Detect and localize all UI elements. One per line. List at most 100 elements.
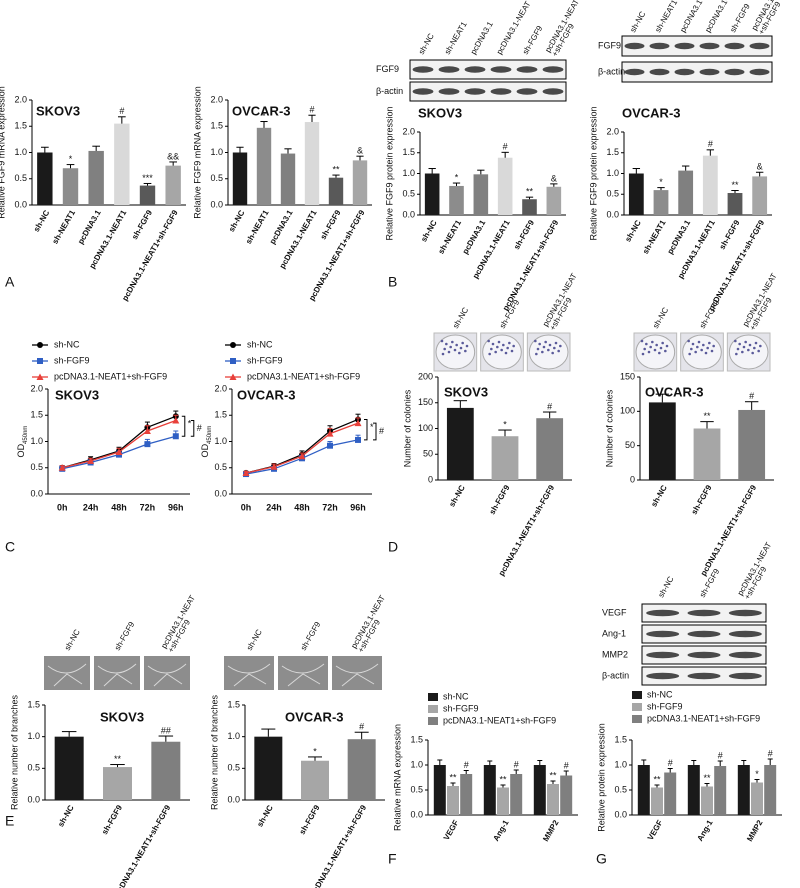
legend-swatch	[428, 717, 438, 725]
significance: **	[703, 773, 711, 783]
y-tick-label: 2.0	[606, 126, 619, 136]
panel-label: E	[5, 813, 14, 829]
y-tick-label: 2.0	[402, 126, 415, 136]
y-tick-label: 0.0	[402, 209, 415, 219]
y-tick-label: 1.5	[227, 699, 240, 709]
blot-band	[728, 672, 762, 680]
significance: *	[503, 419, 507, 429]
colony	[759, 344, 762, 348]
bar	[651, 787, 663, 815]
bar	[687, 765, 700, 815]
significance: **	[549, 770, 557, 780]
y-tick-label: 2.0	[210, 94, 223, 104]
y-tick-label: 1.0	[30, 436, 43, 446]
y-tick-label: 100	[620, 406, 635, 416]
colony	[548, 343, 552, 347]
significance: *	[313, 746, 317, 756]
chart-title: OVCAR-3	[237, 387, 296, 402]
blot-band	[646, 651, 680, 659]
colony	[647, 350, 651, 354]
y-tick-label: 1.5	[614, 734, 627, 744]
significance: ***	[142, 173, 153, 183]
y-tick-label: 0.0	[30, 488, 43, 498]
bar	[678, 170, 694, 215]
blot-band	[542, 66, 564, 73]
legend-label: pcDNA3.1-NEAT1+sh-FGF9	[443, 715, 556, 725]
colony	[557, 349, 560, 353]
blot-band	[412, 66, 434, 73]
bar	[546, 186, 562, 215]
significance: #	[749, 391, 754, 401]
y-tick-label: 0.0	[614, 809, 627, 819]
bar	[714, 766, 727, 815]
significance: #	[503, 142, 508, 152]
bar	[449, 185, 464, 215]
chart-title: OVCAR-3	[285, 709, 344, 724]
bar	[637, 765, 650, 815]
legend-label: sh-NC	[54, 339, 80, 349]
annotation: *	[188, 419, 192, 429]
colony	[453, 348, 457, 352]
panel-label: D	[388, 539, 398, 555]
bar	[727, 193, 743, 215]
colony	[553, 346, 556, 350]
y-tick-label: 150	[620, 371, 635, 381]
legend-label: sh-FGF9	[647, 701, 683, 711]
panel-label: G	[596, 851, 607, 867]
colony	[664, 349, 667, 353]
y-tick-label: 1.0	[402, 168, 415, 178]
colony	[512, 344, 515, 348]
y-tick-label: 0.5	[14, 173, 27, 183]
colony	[559, 344, 562, 348]
y-tick-label: 0.0	[27, 794, 40, 804]
colony	[490, 347, 493, 351]
blot-row-label: MMP2	[602, 649, 628, 659]
colony	[551, 351, 554, 355]
x-tick-label: 48h	[294, 502, 310, 512]
panel-label: F	[388, 851, 397, 867]
bar	[664, 772, 677, 815]
marker	[37, 342, 43, 348]
colony	[542, 345, 546, 349]
colony	[506, 346, 509, 350]
blot-band	[438, 66, 460, 73]
significance: #	[514, 759, 519, 769]
significance: #	[668, 758, 673, 768]
blot-band	[624, 42, 645, 50]
panel-label: B	[388, 274, 397, 290]
y-tick-label: 1.0	[410, 759, 423, 769]
colony	[708, 341, 711, 345]
colony	[661, 341, 664, 345]
marker	[36, 373, 44, 380]
blot-band	[646, 672, 680, 680]
y-tick-label: 1.0	[214, 436, 227, 446]
significance: *	[659, 177, 663, 187]
x-tick-label: 96h	[168, 502, 184, 512]
y-tick-label: 150	[418, 397, 433, 407]
colony	[536, 347, 540, 351]
annotation: #	[379, 426, 384, 436]
bar	[752, 176, 768, 215]
y-tick-label: 1.5	[210, 121, 223, 131]
tube-network	[47, 663, 87, 687]
y-axis-label-main: OD	[16, 443, 26, 457]
colony	[658, 351, 661, 355]
blot-band	[699, 42, 720, 50]
colony	[712, 344, 715, 348]
bracket	[364, 418, 368, 441]
x-tick-label: 24h	[266, 502, 282, 512]
y-tick-label: 0.5	[410, 784, 423, 794]
colony	[744, 340, 747, 344]
y-tick-label: 50	[625, 440, 635, 450]
colony	[502, 343, 505, 347]
bar	[738, 409, 766, 480]
y-axis-label: Relative number of branches	[9, 694, 19, 810]
legend-swatch	[428, 705, 438, 713]
colony	[449, 345, 452, 349]
blot-band	[624, 68, 645, 76]
blot-band	[749, 42, 770, 50]
bar	[653, 190, 669, 215]
colony	[640, 339, 644, 343]
y-tick-label: 0.5	[227, 763, 240, 773]
bar	[165, 165, 181, 205]
